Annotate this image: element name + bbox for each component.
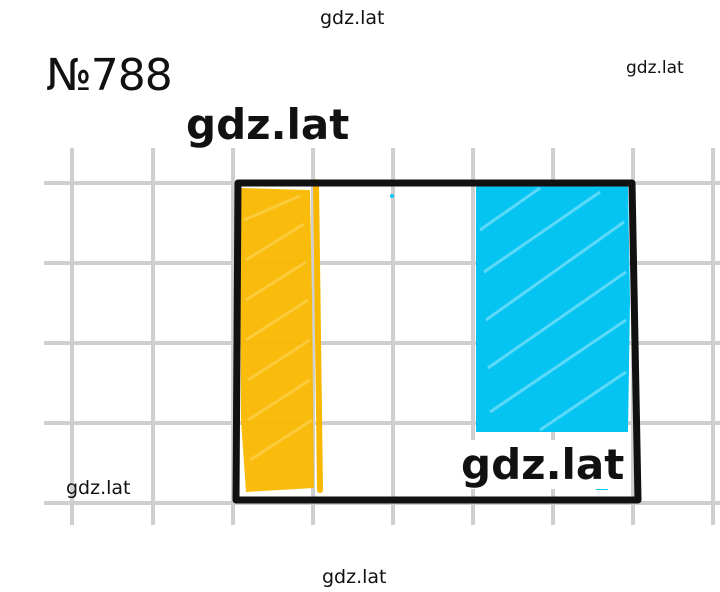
task-number: №788	[46, 50, 173, 101]
watermark-bottom: gdz.lat	[322, 566, 387, 588]
watermark-bold-top: gdz.lat	[186, 100, 350, 149]
watermark-left: gdz.lat	[66, 477, 131, 499]
blue-shaded-strip	[390, 186, 630, 490]
figure-outline	[232, 179, 642, 504]
watermark-right: gdz.lat	[626, 58, 684, 78]
watermark-top: gdz.lat	[320, 7, 385, 29]
yellow-shaded-strip	[240, 179, 323, 493]
watermark-bold-bottom: gdz.lat	[457, 440, 629, 489]
